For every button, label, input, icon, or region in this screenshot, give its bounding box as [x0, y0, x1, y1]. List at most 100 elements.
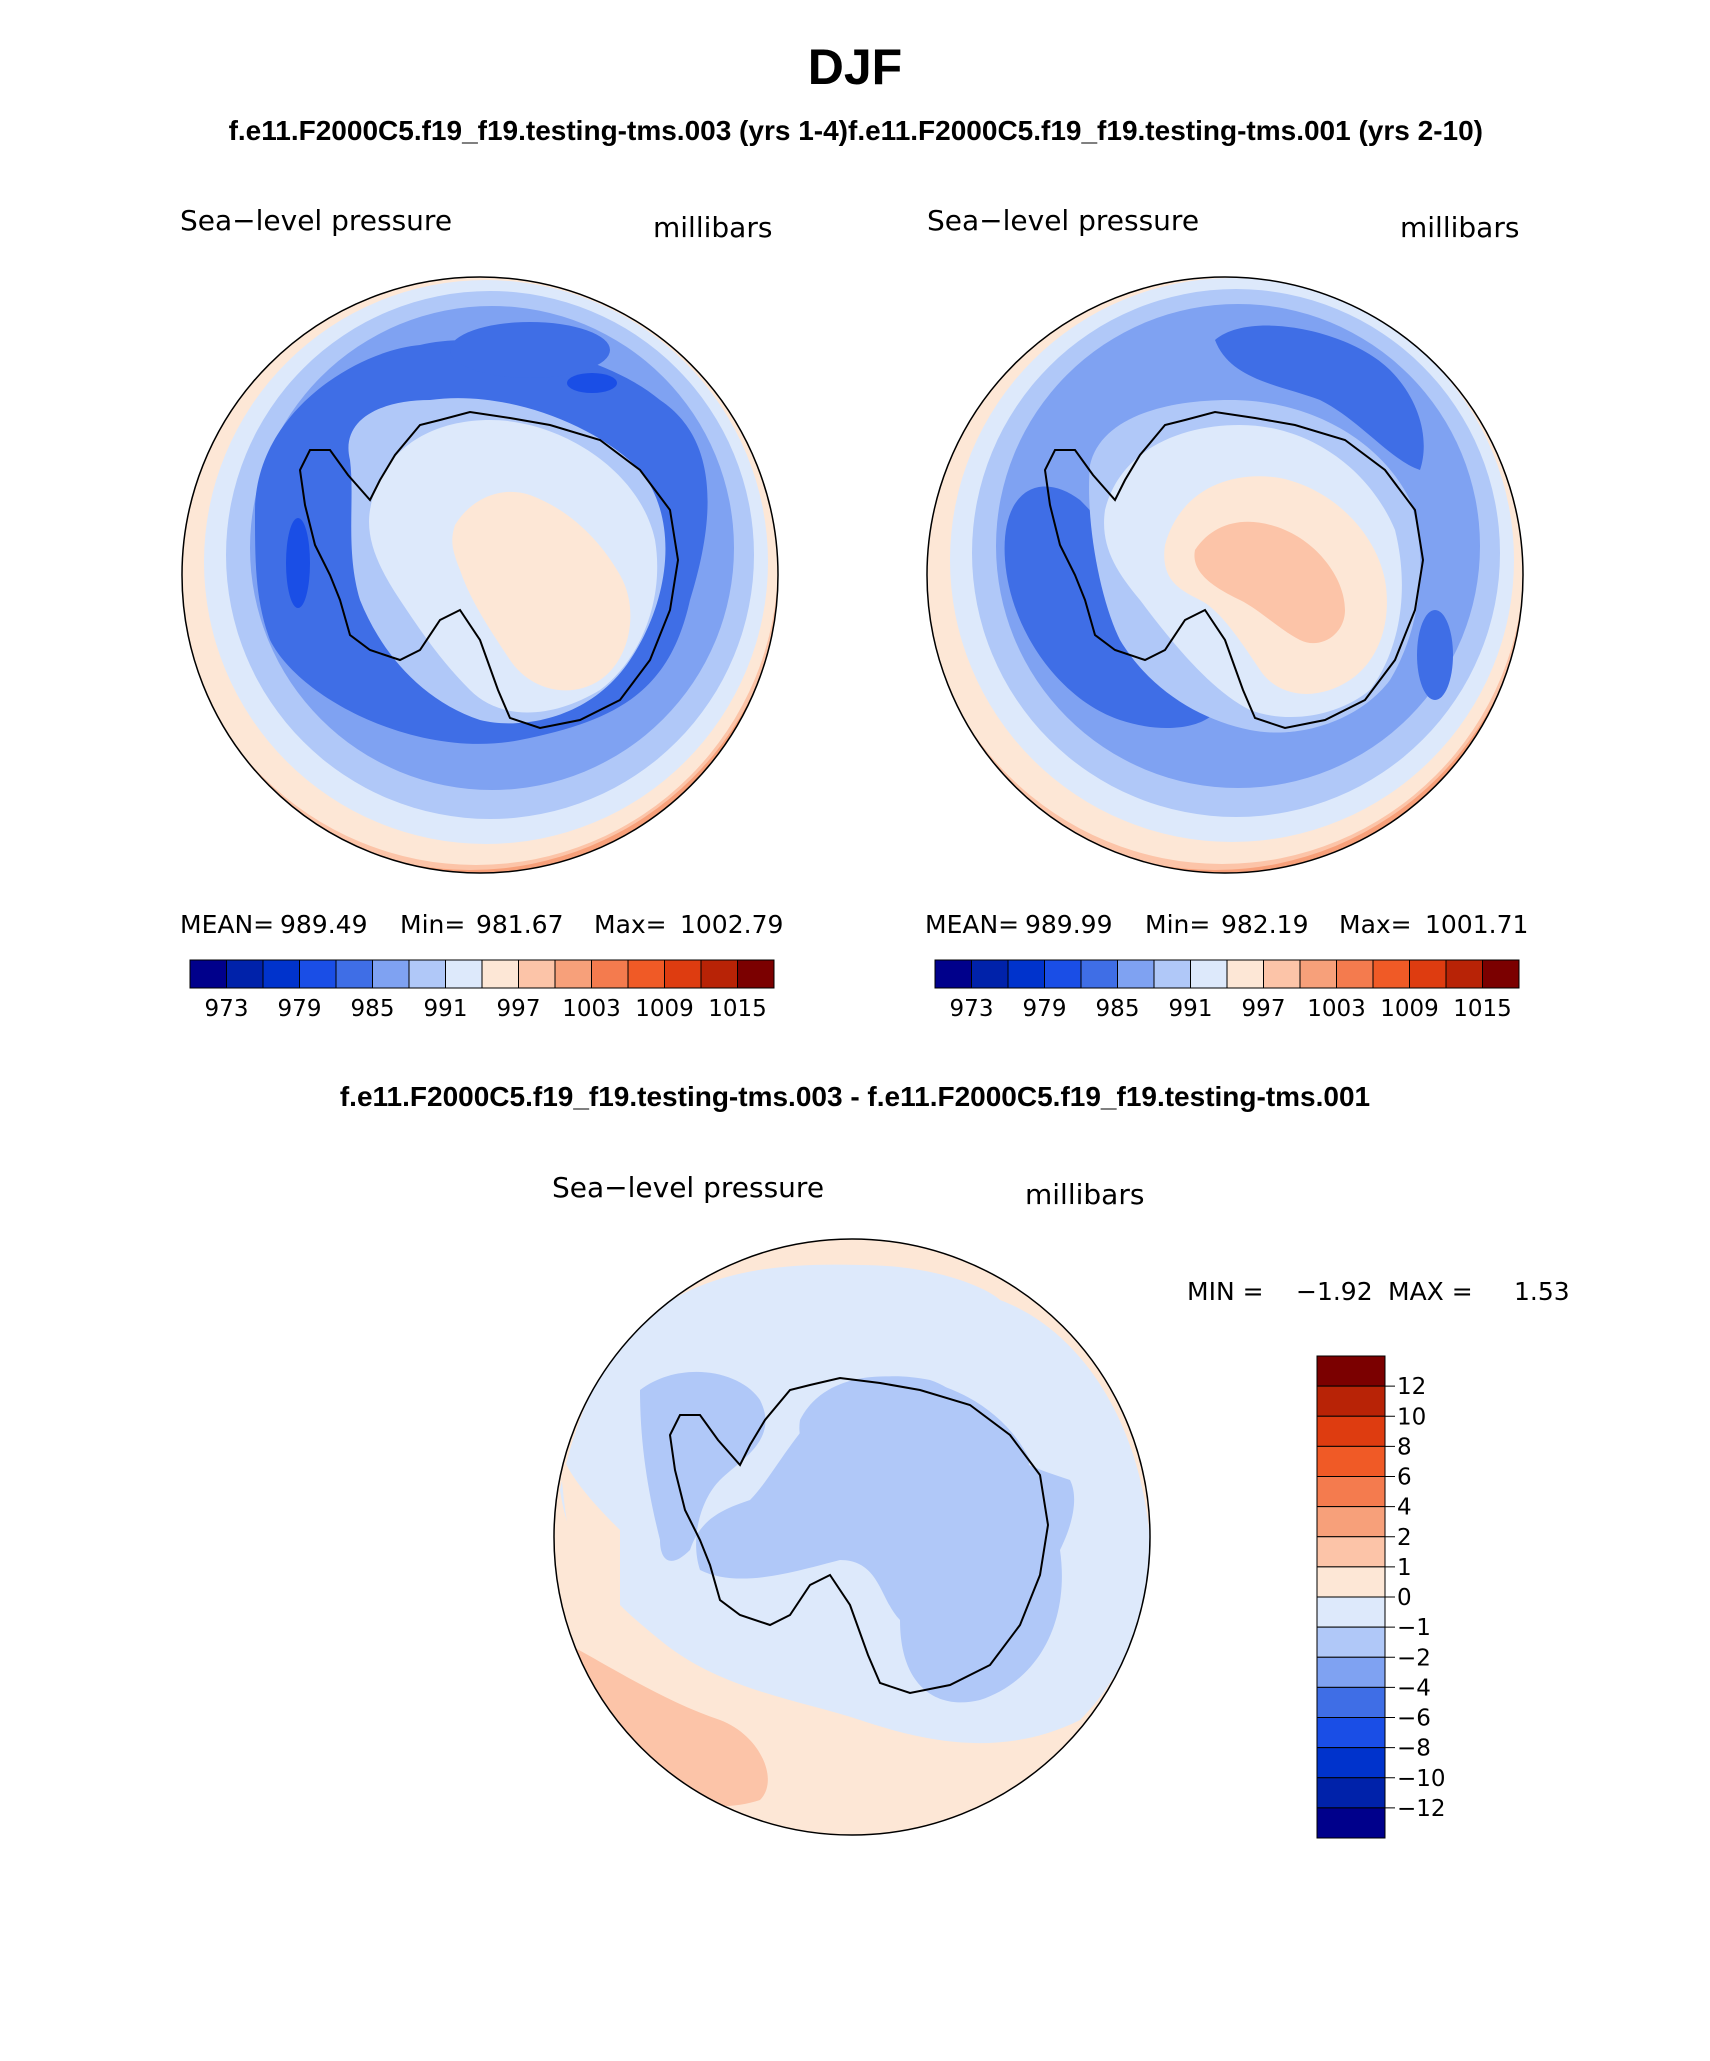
figure-title: DJF: [808, 39, 902, 95]
diff-colorbar-swatch: [1316, 1777, 1386, 1809]
right-colorbar-swatch: [1153, 959, 1191, 989]
right-variable-label: Sea−level pressure: [927, 204, 1199, 237]
left-colorbar-tick-label: 1003: [562, 996, 621, 1022]
diff-colorbar-tick-label: 8: [1397, 1434, 1412, 1460]
right-stats-max-label: Max=: [1339, 910, 1412, 939]
left-colorbar-tick-label: 991: [424, 996, 468, 1022]
right-colorbar-swatch: [1445, 959, 1483, 989]
left-colorbar-swatch: [299, 959, 337, 989]
right-stats-mean-label: MEAN=: [925, 910, 1019, 939]
diff-colorbar-tick-label: −10: [1397, 1766, 1446, 1792]
right-colorbar-tick-label: 973: [950, 996, 994, 1022]
right-run-subtitle: f.e11.F2000C5.f19_f19.testing-tms.001 (y…: [848, 115, 1483, 146]
right-panel: Sea−level pressure millibars MEAN= 989.9…: [925, 204, 1528, 1022]
right-stats-max: 1001.71: [1425, 910, 1528, 939]
left-colorbar-swatch: [372, 959, 410, 989]
left-map-border: [181, 276, 779, 874]
right-colorbar-swatch: [1007, 959, 1045, 989]
right-colorbar: 973 979 985 991 997 1003 1009 1015: [934, 959, 1520, 1022]
right-map-border: [926, 276, 1524, 874]
left-stats-max: 1002.79: [680, 910, 783, 939]
right-colorbar-swatch: [934, 959, 972, 989]
right-colorbar-swatch: [1482, 959, 1520, 989]
diff-colorbar-tick-label: 6: [1397, 1465, 1412, 1491]
right-stats-min-label: Min=: [1145, 910, 1210, 939]
diff-colorbar-swatch: [1316, 1626, 1386, 1658]
diff-colorbar-tick-label: 10: [1397, 1404, 1426, 1430]
left-stats-mean: 989.49: [280, 910, 367, 939]
right-colorbar-tick-label: 1003: [1307, 996, 1366, 1022]
diff-colorbar-swatch: [1316, 1807, 1386, 1839]
left-stats-min: 981.67: [476, 910, 563, 939]
left-units-label: millibars: [653, 211, 772, 244]
right-colorbar-tick-label: 1015: [1453, 996, 1512, 1022]
right-antarctica-coastline: [1043, 410, 1425, 730]
left-colorbar-swatch: [262, 959, 300, 989]
diff-stats-min-label: MIN =: [1187, 1277, 1264, 1306]
diff-colorbar-tick-label: 1: [1397, 1555, 1412, 1581]
right-colorbar-swatch: [1263, 959, 1301, 989]
left-stats-mean-label: MEAN=: [180, 910, 274, 939]
right-colorbar-swatch: [1190, 959, 1228, 989]
left-colorbar-swatch: [737, 959, 775, 989]
left-colorbar-tick-label: 1009: [635, 996, 694, 1022]
left-variable-label: Sea−level pressure: [180, 204, 452, 237]
diff-colorbar-swatch: [1316, 1506, 1386, 1538]
diff-colorbar-swatch: [1316, 1656, 1386, 1688]
diff-colorbar-swatch: [1316, 1717, 1386, 1749]
diff-colorbar-tick-label: 0: [1397, 1585, 1412, 1611]
left-antarctica-coastline: [298, 410, 680, 730]
diff-units-label: millibars: [1025, 1178, 1144, 1211]
diff-colorbar-tick-label: −2: [1397, 1645, 1431, 1671]
difference-panel: Sea−level pressure millibars MIN = −1.92…: [552, 1171, 1570, 1839]
left-colorbar-swatch: [189, 959, 227, 989]
difference-subtitle: f.e11.F2000C5.f19_f19.testing-tms.003 - …: [340, 1081, 1370, 1112]
left-colorbar-swatch: [664, 959, 702, 989]
right-colorbar-tick-label: 979: [1023, 996, 1067, 1022]
left-panel: Sea−level pressure millibars MEAN= 989.4…: [180, 204, 783, 1022]
right-colorbar-swatch: [1117, 959, 1155, 989]
left-colorbar-swatch: [226, 959, 264, 989]
right-colorbar-tick-label: 985: [1096, 996, 1140, 1022]
diff-colorbar-swatch: [1316, 1355, 1386, 1387]
left-colorbar-swatch: [481, 959, 519, 989]
left-colorbar-swatch: [554, 959, 592, 989]
left-stats-max-label: Max=: [594, 910, 667, 939]
diff-map-border: [553, 1238, 1151, 1836]
right-colorbar-swatch: [971, 959, 1009, 989]
left-colorbar-tick-label: 1015: [708, 996, 767, 1022]
left-colorbar-tick-label: 973: [205, 996, 249, 1022]
left-colorbar-swatch: [445, 959, 483, 989]
right-colorbar-swatch: [1409, 959, 1447, 989]
left-colorbar-tick-label: 985: [351, 996, 395, 1022]
diff-colorbar-swatch: [1316, 1566, 1386, 1598]
diff-variable-label: Sea−level pressure: [552, 1171, 824, 1204]
diff-colorbar-tick-label: 2: [1397, 1525, 1412, 1551]
diff-colorbar-tick-label: −8: [1397, 1736, 1431, 1762]
left-colorbar-swatch: [408, 959, 446, 989]
left-polar-map: [182, 277, 778, 873]
diff-colorbar-swatch: [1316, 1476, 1386, 1508]
right-stats-mean: 989.99: [1025, 910, 1112, 939]
left-run-subtitle: f.e11.F2000C5.f19_f19.testing-tms.003 (y…: [229, 115, 848, 146]
right-colorbar-tick-label: 1009: [1380, 996, 1439, 1022]
diff-colorbar-swatch: [1316, 1385, 1386, 1417]
diff-colorbar-tick-label: −1: [1397, 1615, 1431, 1641]
left-colorbar-swatch: [518, 959, 556, 989]
diff-colorbar-swatch: [1316, 1596, 1386, 1628]
left-colorbar-tick-label: 979: [278, 996, 322, 1022]
diff-polar-map: [554, 1239, 1150, 1835]
right-colorbar-swatch: [1226, 959, 1264, 989]
right-stats-min: 982.19: [1221, 910, 1308, 939]
diff-colorbar-tick-label: 12: [1397, 1374, 1426, 1400]
diff-antarctica-coastline: [668, 1376, 1050, 1695]
diff-colorbar-tick-label: −4: [1397, 1675, 1431, 1701]
left-colorbar: 973 979 985 991 997 1003 1009 1015: [189, 959, 775, 1022]
diff-colorbar-swatch: [1316, 1445, 1386, 1477]
diff-colorbar-tick-label: 4: [1397, 1495, 1412, 1521]
diff-colorbar-swatch: [1316, 1686, 1386, 1718]
diff-stats-max: 1.53: [1514, 1277, 1570, 1306]
right-colorbar-tick-label: 997: [1242, 996, 1286, 1022]
